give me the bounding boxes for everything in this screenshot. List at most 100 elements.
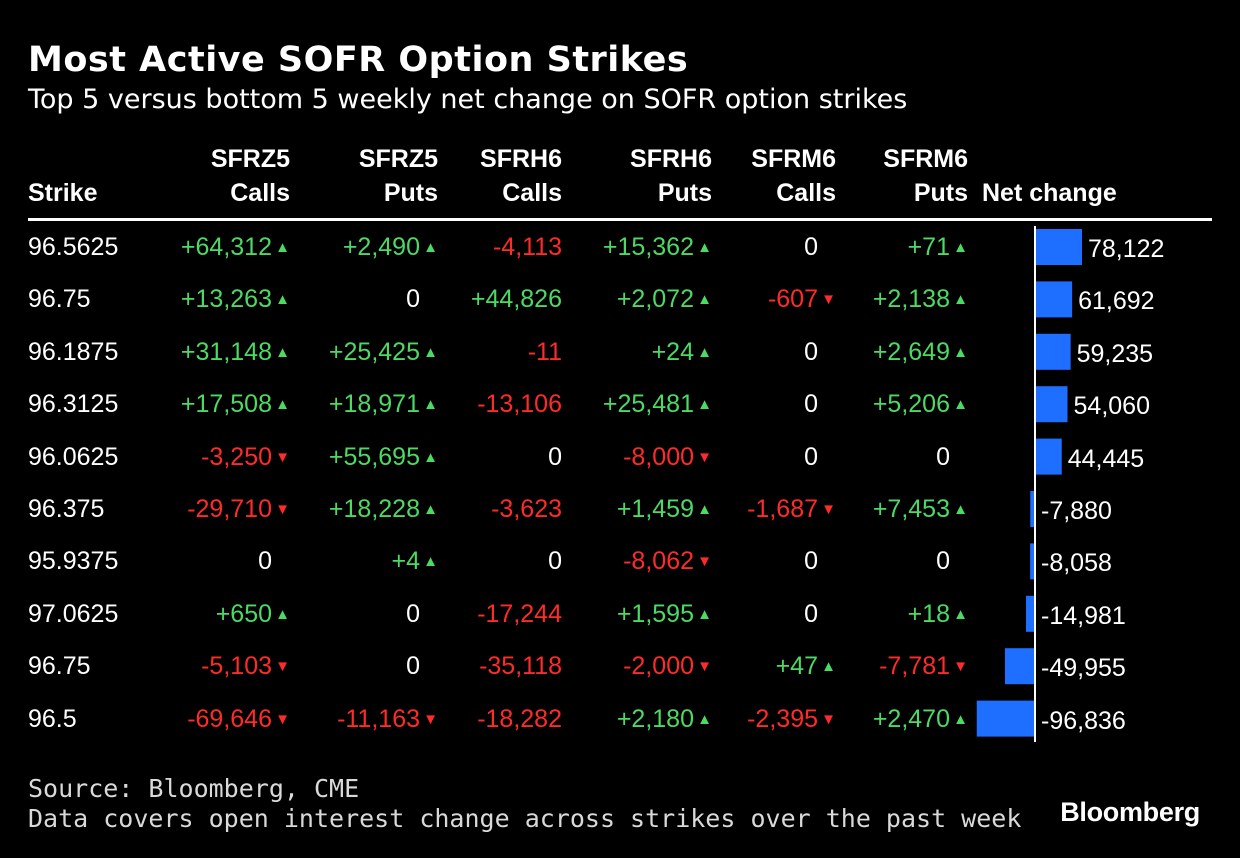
strike-cell: 96.0625 (28, 442, 119, 471)
source-note: Source: Bloomberg, CME (28, 774, 360, 803)
arrow-down-icon: ▼ (697, 448, 712, 466)
value-cell: +25,481 ▲ (602, 390, 712, 419)
value-cell: +64,312 ▲ (180, 233, 290, 261)
strike-cell: 96.5 (28, 704, 77, 733)
value-cell: +24 ▲ (651, 337, 712, 366)
data-note: Data covers open interest change across … (28, 804, 1022, 833)
value-cell: +2,470 ▲ (872, 704, 968, 733)
value-cell: +71 ▲ (907, 233, 968, 261)
value-cell: -1,687 ▼ (747, 495, 836, 523)
arrow-down-icon: ▼ (275, 448, 290, 466)
arrow-up-icon: ▲ (697, 343, 712, 361)
net-change-bar (1030, 491, 1035, 527)
value-cell: +18,971 ▲ (328, 390, 438, 419)
net-change-bar (1035, 438, 1062, 475)
value-cell: +1,595 ▲ (616, 599, 712, 628)
arrow-up-icon: ▲ (697, 605, 712, 623)
arrow-up-icon: ▲ (953, 239, 968, 256)
value-cell: -3,250 ▼ (201, 442, 290, 471)
value-cell: +25,425 ▲ (328, 337, 438, 366)
column-header: SFRZ5 Puts (358, 145, 438, 207)
column-header: SFRH6 Puts (630, 145, 712, 207)
arrow-down-icon: ▼ (275, 501, 290, 518)
arrow-up-icon: ▲ (423, 396, 438, 414)
value-cell: -7,781 ▼ (879, 652, 968, 681)
strike-cell: 96.75 (28, 285, 91, 314)
arrow-down-icon: ▼ (275, 710, 290, 728)
value-cell: 0 (804, 547, 818, 576)
strike-cell: 96.3125 (28, 390, 119, 419)
value-cell: +2,138 ▲ (872, 285, 968, 314)
value-cell: -8,062 ▼ (623, 547, 712, 576)
arrow-up-icon: ▲ (697, 239, 712, 256)
chart-title: Most Active SOFR Option Strikes (28, 40, 689, 80)
value-cell: -17,244 (477, 599, 562, 628)
value-cell: 0 (936, 442, 950, 471)
column-header: Net change (982, 179, 1117, 207)
value-cell: +650 ▲ (215, 599, 290, 628)
value-cell: -11,163 ▼ (337, 704, 438, 733)
arrow-up-icon: ▲ (953, 605, 968, 623)
arrow-up-icon: ▲ (953, 710, 968, 728)
arrow-up-icon: ▲ (275, 239, 290, 256)
arrow-down-icon: ▼ (697, 553, 712, 571)
value-cell: +4 ▲ (391, 547, 438, 576)
value-cell: -18,282 (477, 704, 562, 733)
strike-cell: 96.1875 (28, 337, 119, 366)
net-change-bar (976, 700, 1035, 737)
net-change-label: 54,060 (1073, 392, 1150, 421)
arrow-down-icon: ▼ (953, 658, 968, 676)
bloomberg-logo: Bloomberg (1060, 797, 1200, 827)
arrow-up-icon: ▲ (275, 343, 290, 361)
arrow-down-icon: ▼ (821, 710, 836, 728)
arrow-up-icon: ▲ (953, 343, 968, 361)
net-change-label: -49,955 (1041, 654, 1126, 683)
value-cell: +2,180 ▲ (616, 704, 712, 733)
value-cell: -8,000 ▼ (623, 442, 712, 471)
chart-subtitle: Top 5 versus bottom 5 weekly net change … (28, 84, 908, 115)
value-cell: 0 (548, 547, 562, 576)
net-change-label: -14,981 (1041, 601, 1126, 630)
strike-cell: 96.75 (28, 652, 91, 681)
value-cell: 0 (804, 390, 818, 419)
net-change-label: 61,692 (1078, 287, 1155, 316)
net-change-bar (1025, 595, 1035, 632)
value-cell: -2,395 ▼ (747, 704, 836, 733)
value-cell: +1,459 ▲ (616, 495, 712, 523)
arrow-down-icon: ▼ (275, 658, 290, 676)
arrow-down-icon: ▼ (821, 291, 836, 309)
value-cell: -29,710 ▼ (187, 495, 290, 523)
column-header: SFRZ5 Calls (210, 145, 290, 207)
arrow-up-icon: ▲ (275, 291, 290, 309)
value-cell: -3,623 (491, 495, 562, 523)
strike-cell: 96.5625 (28, 233, 119, 261)
value-cell: -35,118 (479, 652, 562, 681)
arrow-up-icon: ▲ (821, 658, 836, 676)
arrow-up-icon: ▲ (275, 605, 290, 623)
value-cell: +17,508 ▲ (180, 390, 290, 419)
value-cell: 0 (804, 337, 818, 366)
arrow-up-icon: ▲ (697, 396, 712, 414)
value-cell: +2,649 ▲ (872, 337, 968, 366)
strike-cell: 97.0625 (28, 599, 119, 628)
value-cell: 0 (936, 547, 950, 576)
net-change-bar (1035, 333, 1071, 370)
net-change-label: -96,836 (1041, 706, 1126, 735)
column-header: SFRH6 Calls (480, 145, 562, 207)
column-header: SFRM6 Puts (883, 145, 968, 207)
net-change-bar (1035, 386, 1068, 423)
value-cell: 0 (258, 547, 272, 576)
value-cell: -69,646 ▼ (187, 704, 290, 733)
value-cell: 0 (804, 233, 818, 261)
net-change-bar (1035, 281, 1073, 318)
arrow-up-icon: ▲ (275, 396, 290, 414)
net-change-label: -7,880 (1041, 497, 1112, 525)
arrow-up-icon: ▲ (953, 501, 968, 518)
strike-cell: 95.9375 (28, 547, 119, 576)
value-cell: +44,826 (470, 285, 562, 314)
arrow-up-icon: ▲ (423, 343, 438, 361)
value-cell: +31,148 ▲ (180, 337, 290, 366)
value-cell: -11 (527, 337, 562, 366)
value-cell: 0 (804, 442, 818, 471)
